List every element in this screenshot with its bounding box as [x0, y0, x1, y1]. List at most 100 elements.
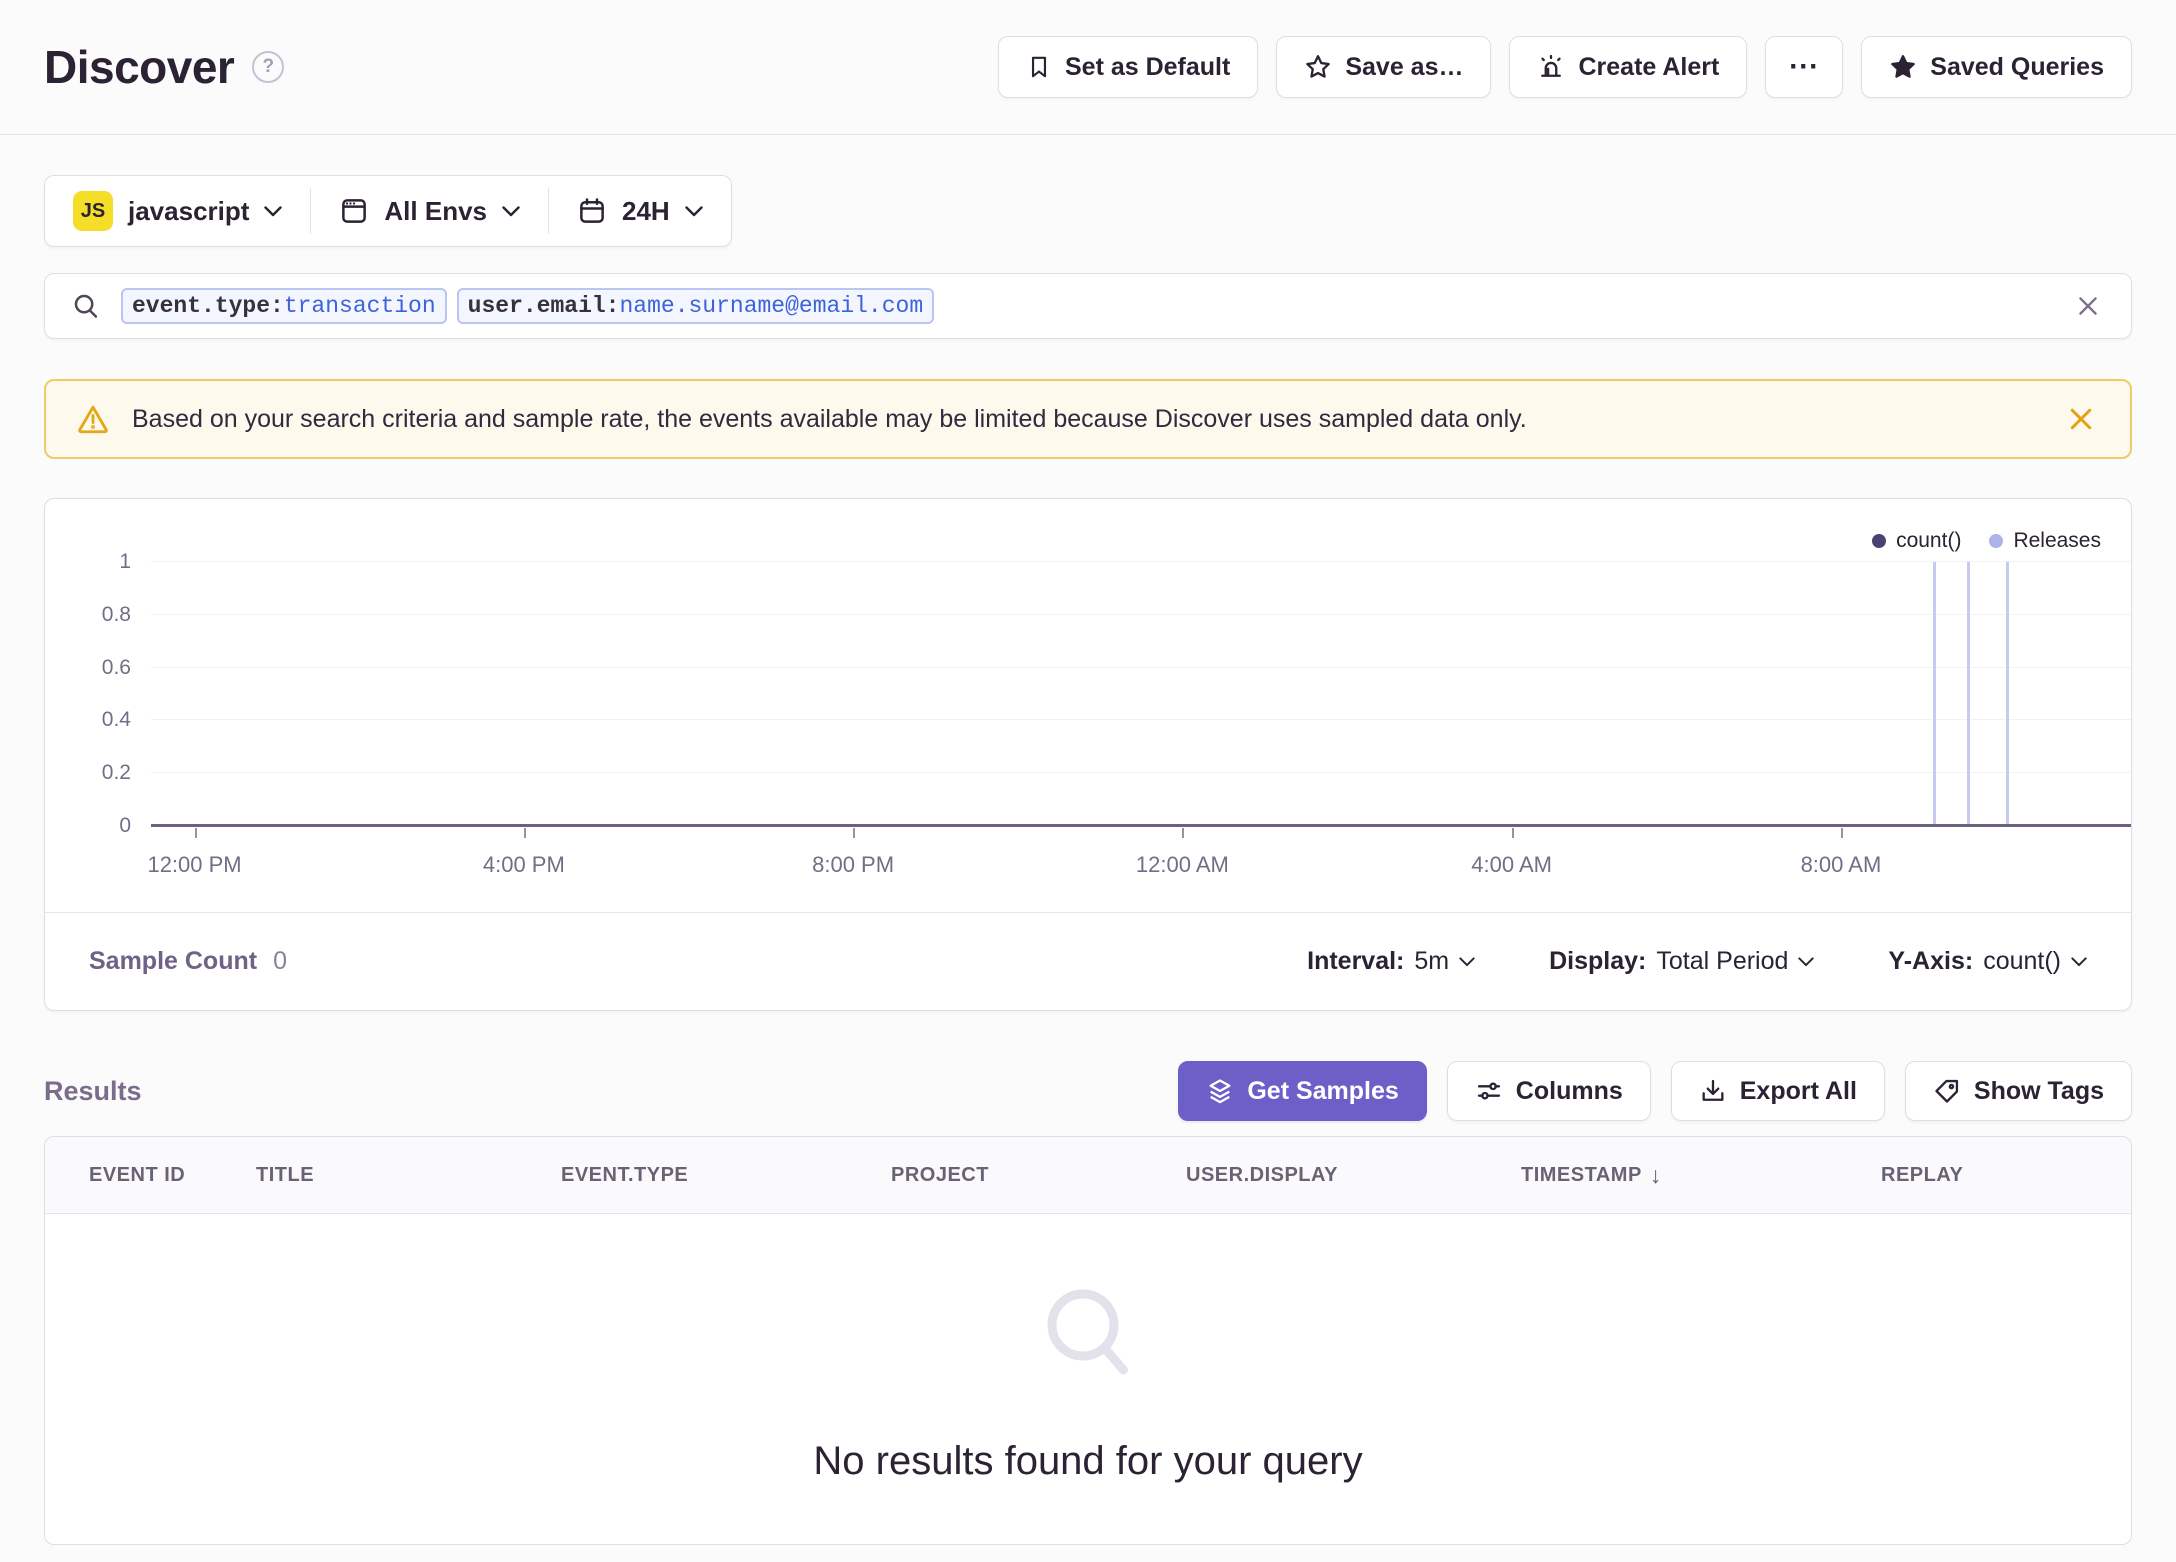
saved-queries-button[interactable]: Saved Queries [1861, 36, 2132, 98]
save-as-label: Save as… [1345, 52, 1464, 81]
page-title: Discover [44, 41, 235, 93]
x-axis-tick-label: 4:00 AM [1471, 852, 1552, 877]
x-axis-tick-label: 8:00 AM [1800, 852, 1882, 877]
sampled-data-warning-banner: Based on your search criteria and sample… [44, 379, 2132, 459]
project-filter-label: javascript [128, 195, 250, 226]
date-range-filter[interactable]: 24H [549, 176, 731, 246]
tag-icon [1933, 1077, 1961, 1105]
search-query-input[interactable]: event.type: transaction user.email: name.s… [121, 288, 2051, 324]
download-icon [1699, 1077, 1727, 1105]
gridline [151, 613, 2131, 615]
close-icon [2066, 404, 2096, 434]
token-key: event.type: [132, 293, 284, 319]
interval-dropdown[interactable]: Interval: 5m [1307, 947, 1475, 976]
results-toolbar: Results Get Samples Columns [44, 1061, 2132, 1121]
column-header-event-id[interactable]: EVENT ID [89, 1163, 186, 1186]
warning-icon [76, 402, 110, 436]
empty-state-text: No results found for your query [813, 1438, 1363, 1483]
column-header-replay[interactable]: REPLAY [1881, 1163, 1964, 1186]
display-value: Total Period [1656, 947, 1789, 975]
bookmark-icon [1026, 54, 1052, 80]
display-label: Display: [1549, 947, 1647, 975]
token-key: user.email: [467, 293, 620, 319]
token-value: transaction [283, 293, 436, 319]
legend-count-label: count() [1896, 529, 1962, 552]
set-as-default-button[interactable]: Set as Default [998, 36, 1259, 98]
legend-item-releases[interactable]: Releases [1989, 529, 2101, 553]
environment-filter[interactable]: All Envs [311, 176, 548, 246]
close-icon [2075, 293, 2101, 319]
create-alert-button[interactable]: Create Alert [1509, 36, 1748, 98]
saved-queries-label: Saved Queries [1930, 52, 2104, 81]
search-token[interactable]: user.email: name.surname@email.com [456, 288, 935, 324]
get-samples-label: Get Samples [1247, 1076, 1399, 1105]
results-actions: Get Samples Columns Export All [1178, 1061, 2132, 1121]
gridline [151, 772, 2131, 774]
layers-icon [1206, 1077, 1234, 1105]
more-options-button[interactable]: ⋯ [1765, 36, 1844, 98]
token-value: name.surname@email.com [619, 293, 924, 319]
results-table: EVENT ID TITLE EVENT.TYPE PROJECT USER.D… [44, 1136, 2132, 1545]
column-header-timestamp[interactable]: TIMESTAMP ↓ [1521, 1162, 1881, 1189]
y-axis-tick-label: 0 [119, 814, 131, 837]
page-header: Discover ? Set as Default Save as… Cre [0, 0, 2176, 135]
search-bar[interactable]: event.type: transaction user.email: name.s… [44, 273, 2132, 339]
y-axis-tick-label: 0.6 [101, 655, 131, 679]
display-dropdown[interactable]: Display: Total Period [1549, 947, 1815, 976]
search-token[interactable]: event.type: transaction [121, 288, 447, 324]
legend-item-count[interactable]: count() [1872, 529, 1961, 553]
siren-icon [1537, 53, 1565, 81]
filter-divider [548, 188, 549, 234]
show-tags-label: Show Tags [1973, 1076, 2104, 1105]
y-axis-tick-label: 1 [119, 550, 131, 573]
main-content: JS javascript All Envs [0, 135, 2176, 1545]
chart-controls: Interval: 5m Display: Total Period [1307, 947, 2087, 976]
y-axis-tick-label: 0.2 [101, 761, 131, 785]
search-icon [71, 291, 101, 321]
javascript-platform-icon: JS [73, 191, 113, 231]
search-clear-button[interactable] [2071, 289, 2105, 323]
title-wrap: Discover ? [44, 40, 285, 94]
set-as-default-label: Set as Default [1065, 52, 1231, 81]
project-filter[interactable]: JS javascript [45, 176, 310, 246]
star-filled-icon [1889, 53, 1917, 81]
release-marker-line[interactable] [2006, 562, 2010, 826]
export-all-label: Export All [1739, 1076, 1857, 1105]
interval-value: 5m [1414, 947, 1450, 975]
sample-count-value: 0 [273, 947, 287, 975]
window-icon [339, 196, 369, 226]
events-chart-panel: count() Releases 0 0.2 0.4 0.6 0.8 1 12:00 PM 4… [44, 498, 2132, 1011]
help-icon[interactable]: ? [252, 51, 285, 83]
sliders-icon [1475, 1077, 1503, 1105]
save-as-button[interactable]: Save as… [1276, 36, 1492, 98]
banner-dismiss-button[interactable] [2062, 400, 2100, 438]
events-chart[interactable]: count() Releases 0 0.2 0.4 0.6 0.8 1 12:00 PM 4… [45, 499, 2131, 912]
x-axis-tick-label: 12:00 AM [1135, 852, 1229, 877]
date-range-label: 24H [622, 195, 670, 226]
column-header-event-type[interactable]: EVENT.TYPE [561, 1163, 689, 1186]
export-all-button[interactable]: Export All [1670, 1061, 1885, 1121]
chevron-down-icon [685, 205, 703, 217]
y-axis-label: Y-Axis: [1888, 947, 1974, 975]
calendar-icon [577, 196, 607, 226]
y-axis-tick-label: 0.4 [101, 708, 131, 732]
column-header-user-display[interactable]: USER.DISPLAY [1186, 1163, 1338, 1186]
get-samples-button[interactable]: Get Samples [1178, 1061, 1427, 1121]
chevron-down-icon [1798, 956, 1815, 967]
y-axis-value: count() [1983, 947, 2061, 975]
y-axis-dropdown[interactable]: Y-Axis: count() [1888, 947, 2087, 976]
show-tags-button[interactable]: Show Tags [1904, 1061, 2132, 1121]
release-marker-line[interactable] [1966, 562, 1970, 826]
release-marker-line[interactable] [1933, 562, 1936, 826]
column-header-project[interactable]: PROJECT [891, 1163, 989, 1186]
column-header-title[interactable]: TITLE [256, 1163, 315, 1186]
timestamp-header-label: TIMESTAMP [1521, 1163, 1642, 1186]
x-axis-tick-mark [853, 828, 856, 838]
no-results-magnifier-icon [1028, 1275, 1148, 1395]
columns-button[interactable]: Columns [1446, 1061, 1651, 1121]
sort-desc-icon: ↓ [1649, 1161, 1662, 1188]
page-filter-bar: JS javascript All Envs [44, 175, 732, 247]
sample-count-label: Sample Count [89, 947, 258, 975]
banner-message: Based on your search criteria and sample… [132, 404, 1527, 433]
